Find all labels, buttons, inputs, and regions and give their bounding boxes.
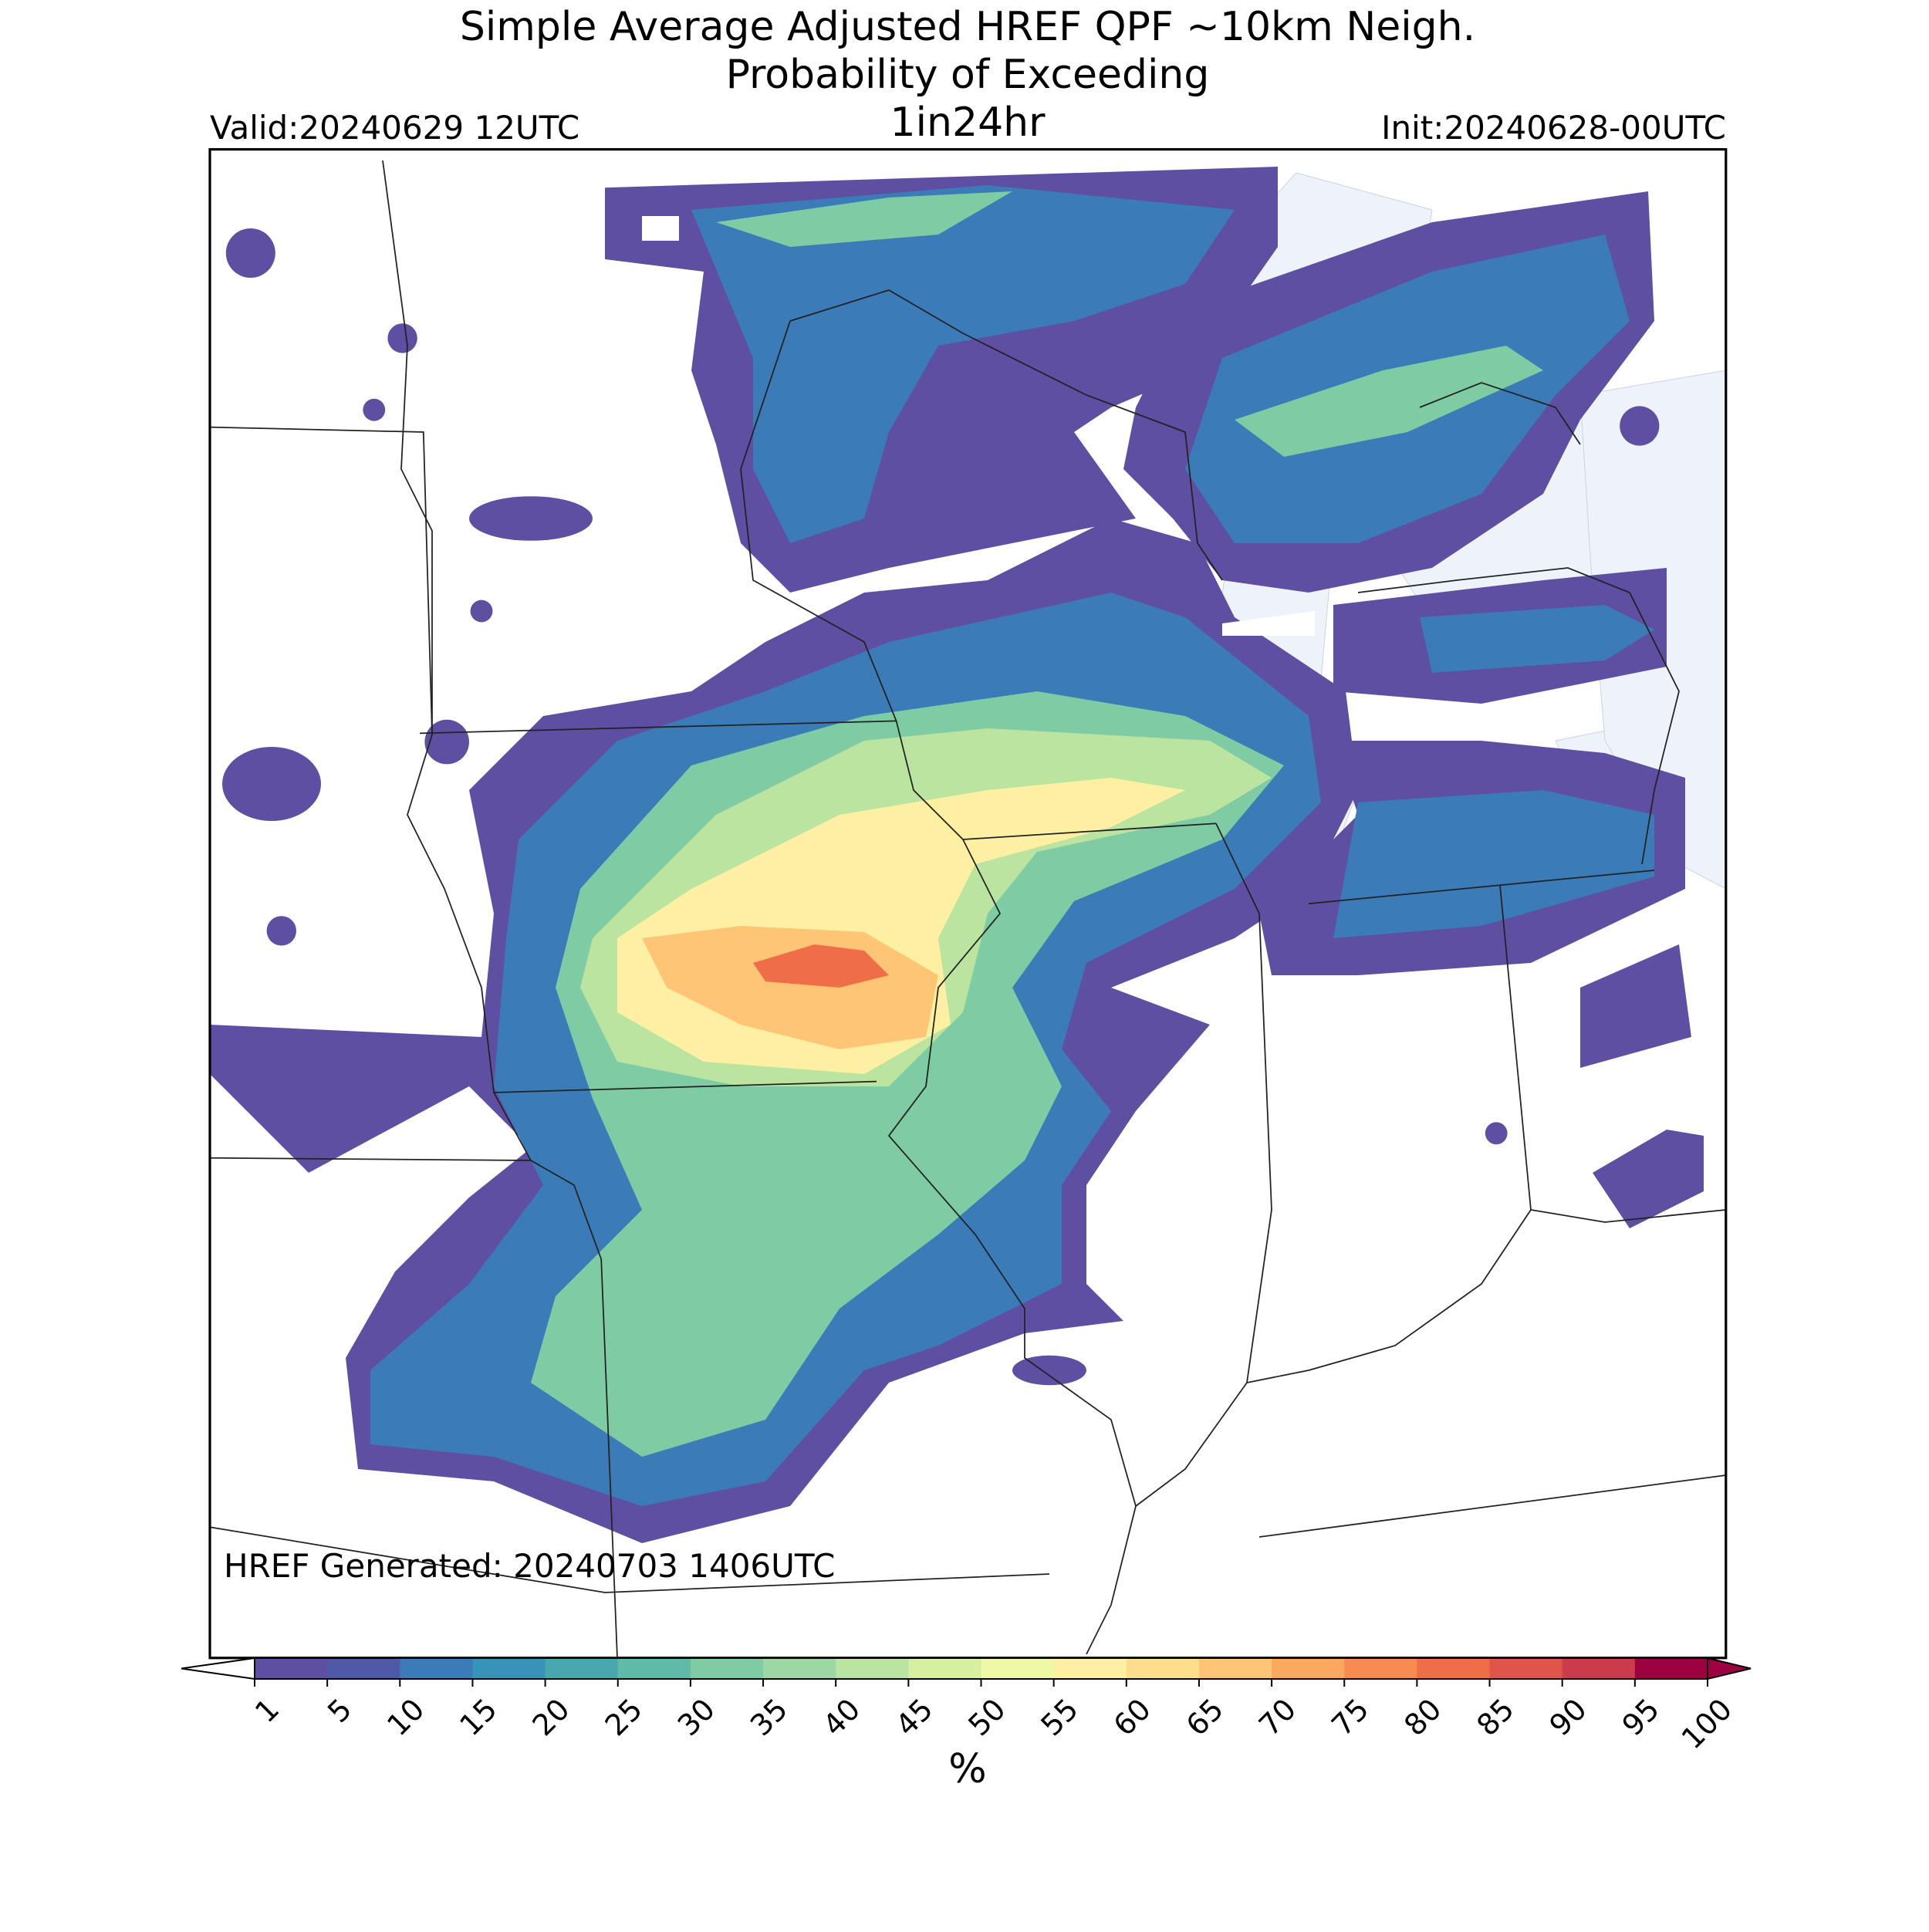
map-artwork bbox=[208, 148, 1728, 1660]
colorbar-tick-label: 50 bbox=[961, 1692, 1012, 1742]
colorbar-segment bbox=[255, 1658, 328, 1679]
init-time: Init:20240628-00UTC bbox=[1381, 109, 1726, 147]
colorbar-tick-label: 85 bbox=[1470, 1692, 1520, 1742]
colorbar-tick-label: 25 bbox=[599, 1692, 649, 1742]
title-line: 1in24hr bbox=[890, 100, 1046, 146]
colorbar-segment bbox=[981, 1658, 1055, 1679]
colorbar-segment bbox=[1272, 1658, 1345, 1679]
colorbar-tick-label: 90 bbox=[1543, 1692, 1593, 1742]
colorbar-segment bbox=[327, 1658, 400, 1679]
colorbar-segment bbox=[690, 1658, 764, 1679]
title-line: Simple Average Adjusted HREF QPF ~10km N… bbox=[460, 4, 1475, 50]
colorbar-tick-label: 1 bbox=[248, 1692, 285, 1729]
title-line: Probability of Exceeding bbox=[726, 52, 1210, 98]
colorbar-tick-label: 40 bbox=[816, 1692, 867, 1742]
probability-field bbox=[210, 167, 1704, 1543]
valid-time: Valid:20240629 12UTC bbox=[210, 109, 579, 147]
colorbar-tick-label: 95 bbox=[1616, 1692, 1666, 1742]
colorbar-segment bbox=[836, 1658, 909, 1679]
generated-time: HREF Generated: 20240703 1406UTC bbox=[224, 1547, 835, 1585]
colorbar-segment bbox=[1344, 1658, 1417, 1679]
colorbar-tick-label: 10 bbox=[380, 1692, 431, 1742]
colorbar-tick-label: 65 bbox=[1180, 1692, 1230, 1742]
colorbar-segment bbox=[1562, 1658, 1636, 1679]
colorbar-tick-label: 55 bbox=[1035, 1692, 1085, 1742]
colorbar-segment bbox=[1417, 1658, 1491, 1679]
colorbar-segment bbox=[400, 1658, 473, 1679]
colorbar-segment bbox=[1634, 1658, 1708, 1679]
borders bbox=[209, 160, 1726, 1658]
colorbar-tick-label: 45 bbox=[889, 1692, 939, 1742]
colorbar-tick-label: 100 bbox=[1675, 1692, 1738, 1755]
colorbar-segment bbox=[472, 1658, 546, 1679]
colorbar-segment bbox=[1126, 1658, 1200, 1679]
colorbar-segment bbox=[1053, 1658, 1127, 1679]
colorbar-label: % bbox=[948, 1746, 986, 1792]
colorbar-tick-label: 35 bbox=[744, 1692, 794, 1742]
colorbar-tick-label: 70 bbox=[1252, 1692, 1302, 1742]
colorbar-segment bbox=[617, 1658, 691, 1679]
colorbar-segment bbox=[545, 1658, 619, 1679]
colorbar-under bbox=[181, 1657, 255, 1680]
colorbar-segment bbox=[763, 1658, 836, 1679]
colorbar-tick-label: 5 bbox=[321, 1692, 358, 1729]
colorbar-tick-label: 20 bbox=[525, 1692, 576, 1742]
colorbar-segment bbox=[1198, 1658, 1272, 1679]
colorbar-segment bbox=[1489, 1658, 1563, 1679]
colorbar-tick-label: 80 bbox=[1397, 1692, 1448, 1742]
colorbar-tick-label: 30 bbox=[671, 1692, 721, 1742]
colorbar-tick-label: 15 bbox=[453, 1692, 503, 1742]
colorbar-tick-label: 60 bbox=[1107, 1692, 1157, 1742]
colorbar-segment bbox=[908, 1658, 981, 1679]
colorbar-tick-label: 75 bbox=[1325, 1692, 1375, 1742]
colorbar-over bbox=[1707, 1657, 1752, 1680]
